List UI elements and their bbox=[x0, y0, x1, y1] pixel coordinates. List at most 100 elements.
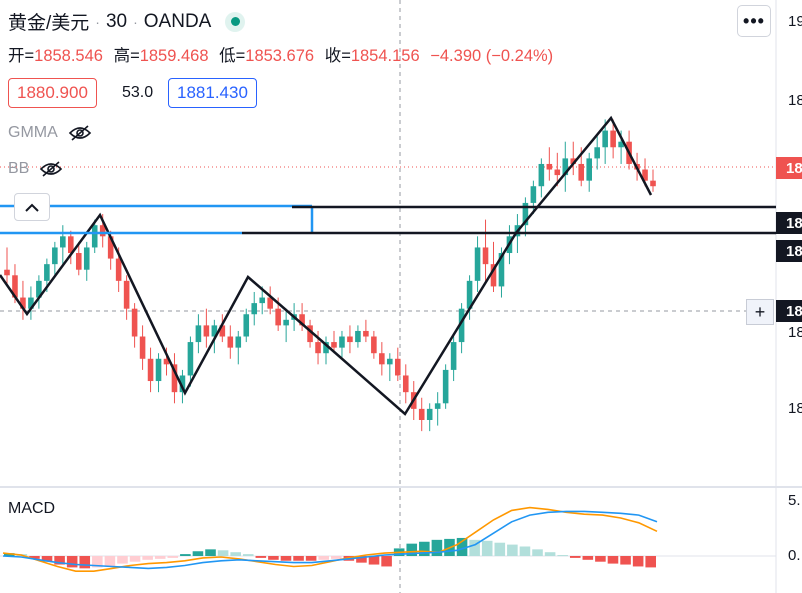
candle-body bbox=[458, 308, 465, 343]
spread-value: 53.0 bbox=[122, 84, 154, 101]
macd-histogram-bar bbox=[268, 556, 279, 560]
macd-label[interactable]: MACD bbox=[8, 500, 56, 517]
indicator-gmma[interactable]: GMMA bbox=[8, 124, 92, 142]
candle-body bbox=[426, 408, 433, 420]
macd-histogram-bar bbox=[192, 551, 204, 556]
candle-body bbox=[387, 358, 393, 365]
candle-body bbox=[315, 342, 321, 354]
more-options-button[interactable]: ••• bbox=[737, 5, 771, 37]
candle-body bbox=[466, 280, 473, 309]
symbol-name: 黄金/美元 bbox=[8, 13, 90, 34]
candle-body bbox=[187, 342, 194, 376]
crosshair-plus-button[interactable]: + bbox=[746, 299, 774, 325]
macd-histogram-bar bbox=[607, 556, 619, 564]
candle-body bbox=[259, 297, 265, 304]
low-label: 低= bbox=[219, 47, 246, 65]
candle-body bbox=[4, 269, 10, 276]
candle-body bbox=[442, 369, 449, 404]
symbol-header[interactable]: 黄金/美元 · 30 · OANDA bbox=[8, 8, 246, 35]
macd-histogram-bar bbox=[230, 552, 241, 556]
candle-body bbox=[450, 342, 457, 370]
indicator-bb[interactable]: BB bbox=[8, 160, 63, 178]
macd-histogram-bar bbox=[280, 556, 292, 561]
macd-histogram-bar bbox=[519, 546, 531, 556]
candle-body bbox=[562, 158, 569, 176]
macd-histogram-bar bbox=[645, 556, 656, 568]
candle-body bbox=[20, 297, 26, 309]
macd-axis-label: 0. bbox=[788, 547, 801, 564]
macd-histogram-bar bbox=[356, 556, 367, 563]
macd-histogram-bar bbox=[569, 556, 581, 558]
candle-body bbox=[395, 358, 401, 376]
macd-histogram-bar bbox=[205, 549, 216, 556]
buy-button[interactable]: 1881.430 bbox=[168, 78, 257, 108]
candle-body bbox=[195, 325, 202, 343]
macd-histogram-bar bbox=[4, 553, 15, 556]
candle-body bbox=[147, 358, 154, 382]
high-label: 高= bbox=[113, 47, 140, 65]
candle-body bbox=[171, 364, 178, 393]
candle-body bbox=[91, 225, 98, 248]
macd-histogram-bar bbox=[154, 556, 166, 559]
candle-body bbox=[347, 336, 353, 343]
macd-signal-line bbox=[2, 506, 658, 573]
macd-histogram-bar bbox=[129, 556, 141, 562]
macd-histogram-bar bbox=[381, 556, 392, 567]
macd-histogram-bar bbox=[41, 556, 53, 562]
candle-body bbox=[650, 180, 656, 187]
macd-histogram-bar bbox=[507, 544, 518, 556]
eye-off-icon[interactable] bbox=[68, 125, 92, 141]
price-axis-label: 19 bbox=[788, 13, 802, 30]
collapse-legend-button[interactable] bbox=[14, 193, 50, 221]
macd-histogram-bar bbox=[331, 556, 342, 559]
macd-histogram-bar bbox=[305, 556, 317, 561]
close-value: 1854.156 bbox=[350, 47, 420, 65]
macd-histogram-bar bbox=[92, 556, 103, 568]
macd-histogram-bar bbox=[242, 554, 254, 556]
interval-label: 30 bbox=[105, 10, 128, 32]
candle-body bbox=[331, 342, 337, 348]
candle-body bbox=[36, 280, 42, 298]
candle-body bbox=[402, 375, 409, 393]
candle-body bbox=[474, 247, 481, 281]
candle-body bbox=[227, 336, 234, 348]
macd-histogram-bar bbox=[79, 556, 91, 569]
sell-button[interactable]: 1880.900 bbox=[8, 78, 97, 108]
candle-body bbox=[602, 130, 608, 148]
candle-body bbox=[610, 130, 616, 148]
candle-body bbox=[99, 225, 106, 237]
separator: · bbox=[133, 13, 138, 30]
indicator-bb-label: BB bbox=[8, 160, 30, 177]
macd-histogram-bar bbox=[406, 543, 418, 556]
candle-body bbox=[235, 336, 242, 348]
more-horizontal-icon: ••• bbox=[743, 10, 765, 31]
candle-body bbox=[379, 353, 385, 365]
candle-body bbox=[418, 408, 425, 420]
candle-body bbox=[155, 358, 162, 382]
macd-histogram-bar bbox=[167, 556, 179, 558]
candle-body bbox=[594, 147, 600, 159]
macd-histogram-bar bbox=[419, 541, 430, 556]
candle-body bbox=[275, 308, 281, 326]
candle-body bbox=[60, 236, 66, 248]
macd-histogram-bar bbox=[117, 556, 128, 564]
candle-body bbox=[107, 236, 114, 259]
candle-body bbox=[12, 275, 18, 298]
line-price-tag: 18 bbox=[776, 240, 802, 262]
market-status-icon[interactable] bbox=[225, 11, 246, 32]
macd-histogram-bar bbox=[582, 556, 594, 560]
macd-histogram-bar bbox=[456, 537, 468, 556]
macd-histogram-bar bbox=[142, 556, 153, 560]
candle-body bbox=[163, 358, 170, 365]
candle-body bbox=[267, 297, 273, 309]
price-axis-label: 18 bbox=[788, 92, 802, 109]
candle-body bbox=[554, 169, 561, 176]
eye-off-icon[interactable] bbox=[39, 161, 63, 177]
price-axis-label: 18 bbox=[788, 400, 802, 417]
crosshair-price-tag: 18 bbox=[776, 300, 802, 322]
macd-histogram-bar bbox=[431, 539, 443, 556]
candle-body bbox=[83, 247, 90, 270]
candle-body bbox=[52, 247, 58, 265]
macd-histogram-bar bbox=[255, 556, 267, 558]
